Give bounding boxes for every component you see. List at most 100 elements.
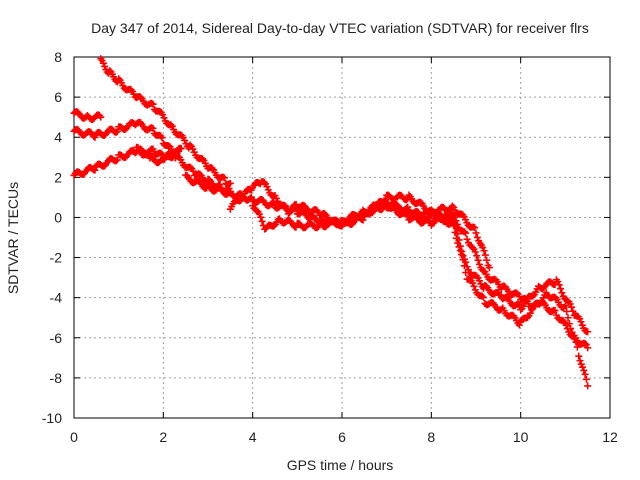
x-tick-label: 6 bbox=[338, 429, 346, 445]
x-axis-label: GPS time / hours bbox=[287, 457, 394, 473]
data-point bbox=[381, 196, 389, 204]
series-track-3 bbox=[70, 118, 234, 195]
y-axis-label: SDTVAR / TECUs bbox=[5, 182, 21, 294]
data-point bbox=[450, 222, 458, 230]
x-tick-label: 4 bbox=[249, 429, 257, 445]
data-point bbox=[503, 294, 511, 302]
data-point bbox=[97, 113, 105, 121]
data-point bbox=[565, 320, 573, 328]
data-point bbox=[459, 256, 467, 264]
data-point bbox=[462, 269, 470, 277]
data-point bbox=[581, 339, 589, 347]
data-point bbox=[571, 334, 579, 342]
data-point bbox=[579, 363, 587, 371]
data-point bbox=[515, 301, 523, 309]
data-point bbox=[258, 217, 266, 225]
data-point bbox=[112, 157, 120, 165]
data-point bbox=[389, 203, 397, 211]
data-point bbox=[480, 247, 488, 255]
data-point bbox=[453, 220, 461, 228]
data-point bbox=[584, 382, 592, 390]
data-point bbox=[452, 217, 460, 225]
data-point bbox=[115, 75, 123, 83]
data-point bbox=[149, 124, 157, 132]
data-point bbox=[99, 59, 107, 67]
data-point bbox=[292, 223, 300, 231]
data-point bbox=[196, 170, 204, 178]
data-point bbox=[257, 213, 265, 221]
data-point bbox=[582, 375, 590, 383]
data-point bbox=[454, 239, 462, 247]
data-point bbox=[160, 114, 168, 122]
data-point bbox=[478, 292, 486, 300]
y-tick-label: 2 bbox=[54, 169, 62, 185]
data-point bbox=[564, 314, 572, 322]
data-point bbox=[313, 224, 321, 232]
data-point bbox=[481, 251, 489, 259]
data-point bbox=[568, 303, 576, 311]
y-tick-label: -2 bbox=[50, 250, 63, 266]
data-point bbox=[558, 289, 566, 297]
y-tick-label: -8 bbox=[50, 370, 63, 386]
data-point bbox=[186, 141, 194, 149]
data-point bbox=[270, 222, 278, 230]
data-point bbox=[168, 122, 176, 130]
data-point bbox=[157, 149, 165, 157]
x-tick-label: 8 bbox=[427, 429, 435, 445]
y-tick-label: -10 bbox=[42, 410, 62, 426]
axis-ticks bbox=[73, 56, 611, 419]
data-point bbox=[575, 352, 583, 360]
data-point bbox=[113, 128, 121, 136]
data-point bbox=[186, 163, 194, 171]
data-point bbox=[158, 134, 166, 142]
data-point bbox=[480, 293, 488, 301]
data-point bbox=[321, 210, 329, 218]
data-point bbox=[472, 229, 480, 237]
y-tick-label: 6 bbox=[54, 89, 62, 105]
data-point bbox=[471, 224, 479, 232]
y-tick-label: 0 bbox=[54, 209, 62, 225]
data-point bbox=[460, 228, 468, 236]
data-point bbox=[483, 256, 491, 264]
series-track-9 bbox=[427, 206, 592, 352]
data-point bbox=[572, 338, 580, 346]
x-tick-label: 2 bbox=[159, 429, 167, 445]
data-point bbox=[149, 100, 157, 108]
data-point bbox=[219, 173, 227, 181]
y-tick-labels: -10 -8 -6 -4 -2 0 2 4 6 8 bbox=[42, 49, 62, 426]
data-point bbox=[469, 279, 477, 287]
data-point bbox=[529, 292, 537, 300]
data-point bbox=[91, 166, 99, 174]
data-point bbox=[201, 159, 209, 167]
x-tick-label: 12 bbox=[602, 429, 618, 445]
series-track-2 bbox=[70, 108, 105, 123]
data-point bbox=[451, 228, 459, 236]
x-tick-labels: 0 2 4 6 8 10 12 bbox=[70, 429, 618, 445]
data-point bbox=[463, 235, 471, 243]
data-point bbox=[569, 307, 577, 315]
y-tick-label: -6 bbox=[50, 330, 63, 346]
data-point bbox=[181, 136, 189, 144]
data-point bbox=[566, 300, 574, 308]
data-point bbox=[473, 233, 481, 241]
data-point bbox=[455, 243, 463, 251]
data-point bbox=[479, 244, 487, 252]
data-point bbox=[462, 229, 470, 237]
data-point bbox=[456, 246, 464, 254]
x-tick-label: 10 bbox=[513, 429, 529, 445]
data-point bbox=[148, 99, 156, 107]
data-point bbox=[263, 183, 271, 191]
data-point bbox=[581, 370, 589, 378]
data-point bbox=[473, 252, 481, 260]
data-point bbox=[470, 282, 478, 290]
y-tick-label: 8 bbox=[54, 49, 62, 65]
data-point bbox=[149, 145, 157, 153]
data-point bbox=[458, 251, 466, 259]
data-point bbox=[517, 306, 525, 314]
data-point bbox=[133, 143, 141, 151]
x-tick-label: 0 bbox=[70, 429, 78, 445]
data-point bbox=[359, 216, 367, 224]
data-point bbox=[270, 199, 278, 207]
data-point bbox=[91, 133, 99, 141]
